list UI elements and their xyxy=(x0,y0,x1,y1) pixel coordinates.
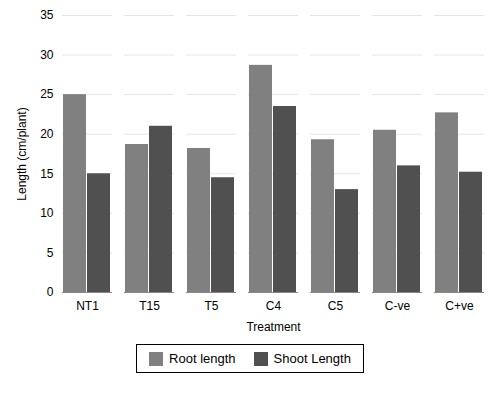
svg-text:T15: T15 xyxy=(139,299,160,313)
svg-text:15: 15 xyxy=(40,167,54,181)
svg-text:C+ve: C+ve xyxy=(445,299,474,313)
svg-text:C5: C5 xyxy=(328,299,344,313)
svg-text:T5: T5 xyxy=(204,299,218,313)
svg-text:Length (cm/plant): Length (cm/plant) xyxy=(15,107,29,200)
svg-text:35: 35 xyxy=(40,8,54,22)
svg-text:NT1: NT1 xyxy=(76,299,99,313)
svg-text:30: 30 xyxy=(40,48,54,62)
svg-text:0: 0 xyxy=(47,285,54,299)
svg-text:25: 25 xyxy=(40,87,54,101)
html-text:Shoot Length: Shoot Length xyxy=(273,351,351,366)
svg-text:5: 5 xyxy=(47,246,54,260)
svg-text:Treatment: Treatment xyxy=(246,320,301,334)
svg-text:10: 10 xyxy=(40,206,54,220)
svg-text:C-ve: C-ve xyxy=(385,299,411,313)
svg-text:20: 20 xyxy=(40,127,54,141)
html-text:Root length: Root length xyxy=(169,351,236,366)
svg-text:C4: C4 xyxy=(266,299,282,313)
